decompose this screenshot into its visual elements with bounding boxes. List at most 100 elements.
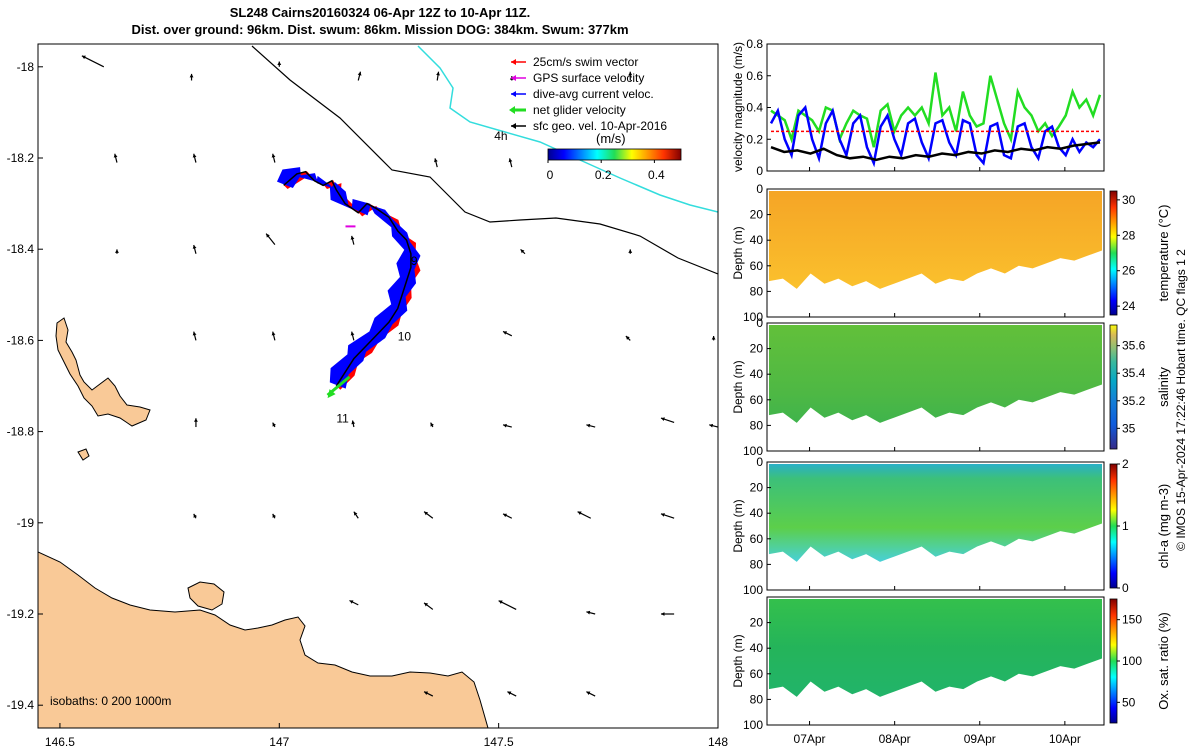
vector-head: [194, 418, 198, 422]
velocity-ytick-label: 0.4: [746, 101, 763, 115]
surface-velocity-vector: [351, 420, 356, 428]
surface-velocity-vector: [628, 71, 633, 81]
temperature-ytick-label: 80: [750, 284, 764, 298]
legend-sfc-geo-vel: sfc geo. vel. 10-Apr-2016: [533, 119, 667, 133]
surface-velocity-vector: [502, 423, 512, 428]
vector-head: [436, 71, 440, 76]
map-xtick-label: 147.5: [484, 735, 514, 749]
track-day-label: 4h: [494, 129, 507, 143]
salinity-colorbar: [1109, 324, 1118, 450]
vector-head: [351, 420, 356, 425]
track-day-label: 9: [411, 254, 418, 268]
figure-footer: © IMOS 15-Apr-2024 17:22:46 Hobart time.…: [1174, 249, 1188, 551]
map-ytick-label: -19.4: [7, 698, 35, 712]
surface-velocity-vector: [577, 511, 592, 519]
vector-head: [192, 153, 197, 158]
velocity-series-net-glider-velocity: [770, 72, 1102, 148]
chl-a-colorbar-tick-label: 1: [1122, 519, 1129, 533]
chl-a-colorbar-tick-label: 2: [1122, 457, 1129, 471]
temperature-ytick-label: 0: [756, 182, 763, 196]
surface-velocity-vector: [272, 513, 276, 519]
surface-velocity-vector: [81, 55, 105, 68]
vector-head: [193, 513, 198, 518]
surface-velocity-vector: [709, 423, 719, 428]
temperature-ytick-label: 60: [750, 259, 764, 273]
chl-a-section-panel: 0 20 40 60 80 100 Depth (m) 0 1 2 chl-a (mg m-3): [731, 455, 1171, 597]
surface-velocity-vector: [660, 612, 675, 616]
surface-velocity-vector: [115, 249, 119, 254]
legend-net-glider-velocity: net glider velocity: [533, 103, 626, 117]
vector-head: [709, 423, 714, 428]
velocity-ytick-label: 0.6: [746, 69, 763, 83]
figure-title: SL248 Cairns20160324 06-Apr 12Z to 10-Ap…: [0, 4, 760, 38]
glider-track-line: [283, 170, 412, 387]
colorbar-units: (m/s): [596, 131, 626, 146]
salinity-section-panel: 0 20 40 60 80 100 Depth (m) 35 35.2 35.4 35.6 salin…: [731, 316, 1171, 458]
vector-head: [434, 158, 438, 163]
surface-velocity-vector: [586, 610, 596, 615]
isobath-1000m: [417, 45, 718, 213]
vector-head: [353, 511, 358, 516]
vector-head: [424, 511, 429, 516]
island-magnetic: [187, 581, 225, 611]
salinity-ytick-label: 40: [750, 367, 764, 381]
salinity-colorbar-tick-label: 35: [1122, 421, 1136, 435]
chl-a-ytick-label: 20: [750, 481, 764, 495]
salinity-ytick-label: 60: [750, 393, 764, 407]
oxygen-ytick-label: 80: [750, 692, 764, 706]
map-ytick-label: -19: [17, 516, 35, 530]
isobath-200m: [251, 45, 718, 275]
map-xtick-label: 147: [269, 735, 289, 749]
temperature-ylabel: Depth (m): [731, 226, 745, 279]
vector-head: [272, 513, 276, 518]
surface-velocity-vector: [192, 331, 197, 341]
temperature-ytick-label: 40: [750, 233, 764, 247]
vector-head: [189, 73, 194, 78]
legend-dive-avg-current: dive-avg current veloc.: [533, 87, 654, 101]
surface-velocity-vector: [271, 153, 276, 163]
vector-head: [498, 600, 503, 604]
vector-head: [503, 513, 508, 518]
oxygen-ylabel: Depth (m): [731, 634, 745, 687]
title-line-1: SL248 Cairns20160324 06-Apr 12Z to 10-Ap…: [229, 5, 531, 20]
vector-head: [349, 600, 354, 604]
salinity-data-field: [769, 325, 1102, 423]
surface-velocity-vector: [272, 422, 276, 428]
surface-velocity-vector: [349, 599, 359, 606]
vector-head: [660, 417, 665, 422]
surface-velocity-vector: [498, 600, 517, 610]
colorbar-tick-label: 0.4: [648, 168, 665, 182]
vector-head: [271, 153, 276, 158]
chl-a-ytick-label: 40: [750, 506, 764, 520]
surface-velocity-vector: [660, 417, 675, 424]
surface-velocity-vector: [502, 513, 513, 519]
surface-velocity-vector: [507, 691, 517, 697]
temperature-section-panel: 0 20 40 60 80 100 Depth (m) 24 26 28 30 temperature…: [731, 182, 1171, 324]
oxygen-section-panel: 20 40 60 80 100 Depth (m) 50 100 150 Ox. sat. rat…: [731, 596, 1171, 732]
temperature-colorbar-tick-label: 28: [1122, 228, 1136, 242]
vector-head: [424, 602, 429, 607]
oxygen-ytick-label: 100: [743, 718, 763, 732]
isobath-note: isobaths: 0 200 1000m: [50, 694, 171, 708]
temperature-colorbar-tick-label: 26: [1122, 264, 1136, 278]
vector-head: [577, 511, 582, 515]
legend-swim-vector: 25cm/s swim vector: [533, 55, 638, 69]
vector-head: [628, 71, 633, 76]
surface-velocity-vector: [192, 244, 197, 254]
oxygen-data-field: [769, 599, 1102, 697]
surface-velocity-vector: [265, 233, 276, 246]
vector-head: [115, 249, 119, 253]
map-ytick-label: -18.2: [7, 151, 35, 165]
mainland-landmass: [38, 551, 489, 728]
chl-a-data-field: [769, 464, 1102, 562]
surface-velocity-vector: [434, 158, 438, 168]
surface-velocity-vector: [660, 513, 675, 519]
track-day-label: 11: [336, 411, 349, 425]
map-colorbar: [547, 148, 682, 161]
vector-head: [81, 55, 86, 60]
vector-head: [266, 233, 270, 238]
surface-velocity-vector: [520, 248, 526, 255]
colorbar-tick-label: 0: [547, 168, 554, 182]
surface-velocity-vector: [586, 423, 596, 428]
colorbar-tick-label: 0.2: [595, 168, 612, 182]
